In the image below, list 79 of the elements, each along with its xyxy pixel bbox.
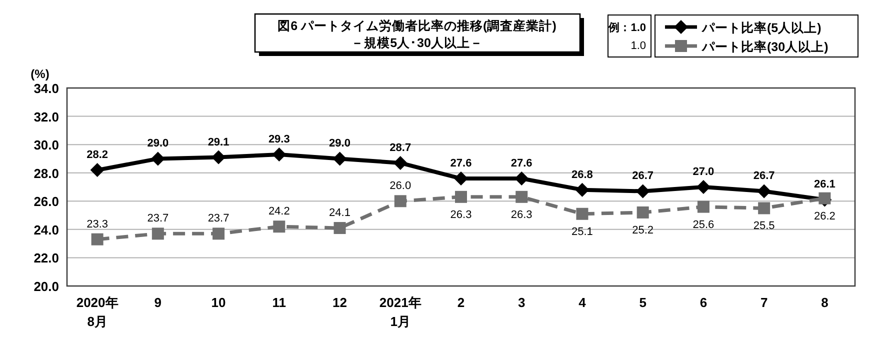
point bbox=[455, 190, 467, 203]
point bbox=[575, 182, 590, 197]
data-label: 25.5 bbox=[753, 220, 775, 232]
point bbox=[576, 208, 588, 220]
x-tick-label: 6 bbox=[700, 295, 708, 310]
data-label: 29.0 bbox=[329, 138, 350, 150]
point bbox=[150, 152, 165, 166]
data-label: 26.8 bbox=[572, 168, 593, 181]
point bbox=[697, 200, 710, 213]
data-label: 26.7 bbox=[753, 170, 775, 182]
data-label: 26.7 bbox=[632, 170, 654, 182]
text: 1.0 bbox=[630, 40, 646, 52]
data-label: 24.1 bbox=[329, 207, 350, 220]
y-tick-label: 28.0 bbox=[34, 166, 59, 181]
data-label: 26.1 bbox=[814, 178, 836, 191]
x-tick-label: 9 bbox=[154, 295, 162, 310]
x-tick-label: 2 bbox=[457, 295, 465, 310]
data-label: 29.0 bbox=[147, 138, 169, 150]
x-tick-label: 11 bbox=[272, 295, 286, 310]
y-axis-title: (%) bbox=[30, 67, 50, 81]
y-tick-label: 30.0 bbox=[34, 138, 59, 153]
point bbox=[332, 152, 347, 166]
point bbox=[90, 163, 104, 178]
x-tick-label: 8 bbox=[821, 295, 828, 310]
data-label: 27.0 bbox=[692, 166, 714, 178]
legend-label: パート比率(5人以上) bbox=[701, 20, 822, 35]
x-tick-label: 12 bbox=[332, 295, 348, 310]
data-label: 25.2 bbox=[632, 224, 654, 236]
data-label: 27.6 bbox=[510, 158, 532, 170]
x-tick-label: 5 bbox=[639, 295, 646, 310]
point bbox=[758, 202, 770, 214]
data-label: 26.2 bbox=[814, 210, 836, 222]
point bbox=[273, 220, 286, 233]
y-tick-label: 20.0 bbox=[34, 279, 59, 294]
point bbox=[334, 222, 346, 234]
data-label: 26.3 bbox=[450, 208, 472, 221]
legend-label: パート比率(30人以上) bbox=[701, 39, 828, 54]
point bbox=[212, 150, 226, 164]
point bbox=[696, 180, 710, 194]
point bbox=[757, 184, 772, 198]
data-label: 26.3 bbox=[510, 208, 532, 221]
y-tick-label: 32.0 bbox=[34, 109, 59, 124]
data-label: 29.3 bbox=[268, 133, 290, 146]
chart-title: 図6 パートタイム労働者比率の推移(調査産業計) bbox=[278, 18, 556, 33]
data-label: 27.6 bbox=[450, 158, 472, 170]
data-label: 28.2 bbox=[86, 149, 108, 162]
point bbox=[91, 233, 104, 246]
point bbox=[454, 172, 468, 186]
x-tick-label: 2021年 1月 bbox=[379, 295, 422, 329]
data-label: 24.2 bbox=[268, 206, 290, 218]
x-tick-label: 7 bbox=[760, 295, 768, 310]
point bbox=[212, 228, 225, 240]
point bbox=[152, 228, 164, 240]
data-label: 25.6 bbox=[692, 218, 714, 231]
x-tick-label: 4 bbox=[578, 295, 587, 310]
y-tick-label: 34.0 bbox=[34, 81, 59, 96]
point bbox=[636, 206, 649, 218]
data-label: 23.3 bbox=[86, 218, 108, 230]
data-label: 25.1 bbox=[572, 226, 593, 238]
y-tick-label: 22.0 bbox=[34, 250, 59, 266]
point bbox=[514, 172, 529, 186]
point bbox=[272, 147, 286, 162]
x-tick-label: 3 bbox=[518, 295, 526, 310]
x-tick-label: 2020年 8月 bbox=[76, 295, 118, 329]
y-tick-label: 24.0 bbox=[34, 222, 59, 238]
y-tick-label: 26.0 bbox=[34, 194, 59, 210]
data-label: 29.1 bbox=[208, 136, 230, 148]
point bbox=[516, 190, 528, 203]
data-label: 23.7 bbox=[208, 212, 230, 225]
chart-subtitle: －規模5人･30人以上－ bbox=[351, 36, 483, 50]
text: 例：1.0 bbox=[608, 21, 646, 34]
point bbox=[818, 192, 831, 204]
point bbox=[636, 184, 650, 198]
x-tick-label: 10 bbox=[211, 295, 226, 310]
data-label: 26.0 bbox=[390, 180, 412, 192]
data-label: 28.7 bbox=[390, 142, 412, 154]
point bbox=[394, 195, 406, 208]
point bbox=[393, 156, 408, 170]
data-label: 23.7 bbox=[147, 212, 169, 225]
